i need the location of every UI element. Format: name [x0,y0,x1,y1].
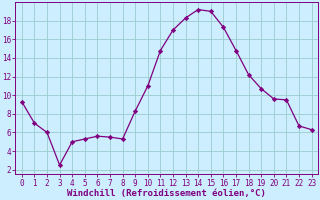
X-axis label: Windchill (Refroidissement éolien,°C): Windchill (Refroidissement éolien,°C) [67,189,266,198]
